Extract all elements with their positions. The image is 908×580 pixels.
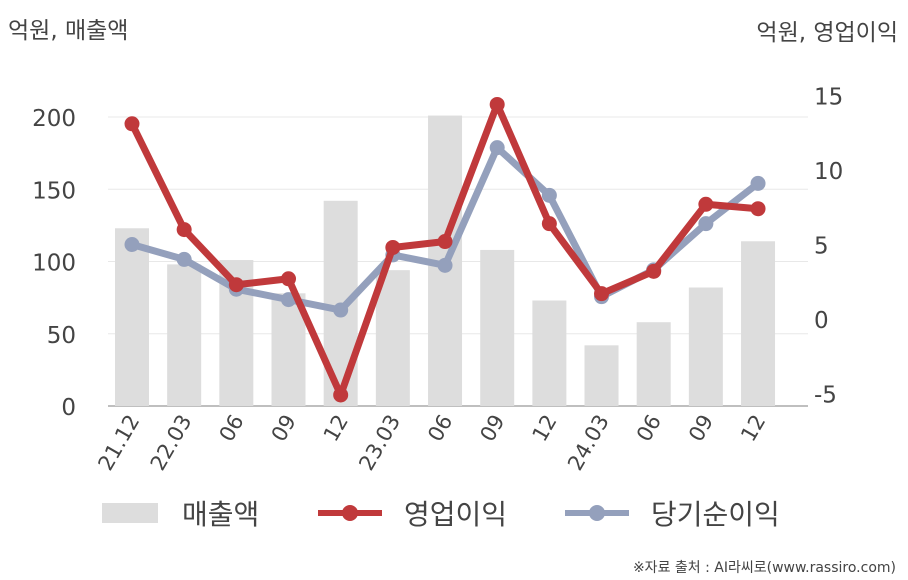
bar xyxy=(375,270,410,406)
data-point xyxy=(489,140,505,156)
x-tick-label: 09 xyxy=(475,411,509,446)
x-tick-label: 06 xyxy=(632,411,666,446)
data-point xyxy=(124,237,140,252)
bar xyxy=(636,322,671,406)
data-point xyxy=(594,286,610,302)
bar xyxy=(741,241,776,406)
data-point xyxy=(750,175,766,191)
right-tick-label: -5 xyxy=(814,383,837,409)
x-tick-label: 06 xyxy=(423,411,457,446)
data-point xyxy=(437,234,453,250)
right-axis-label: 억원, 영업이익 xyxy=(756,20,898,46)
x-tick-label: 12 xyxy=(528,411,562,446)
data-point xyxy=(437,257,453,273)
data-point xyxy=(333,302,349,318)
legend-label: 영업이익 xyxy=(404,498,507,531)
data-point xyxy=(698,196,714,212)
left-tick-label: 0 xyxy=(61,395,76,421)
left-tick-label: 100 xyxy=(32,251,76,277)
x-tick-label: 06 xyxy=(215,411,249,446)
left-axis-label: 억원, 매출액 xyxy=(8,18,128,44)
legend-swatch xyxy=(102,503,158,523)
x-tick-label: 23.03 xyxy=(354,411,405,475)
bar xyxy=(167,264,202,406)
bar xyxy=(584,345,619,406)
x-tick-label: 21.12 xyxy=(93,411,144,475)
data-point xyxy=(333,387,349,403)
left-tick-label: 200 xyxy=(32,106,76,132)
legend-marker xyxy=(589,505,605,521)
left-tick-label: 150 xyxy=(32,178,76,204)
data-point xyxy=(176,251,192,267)
data-point xyxy=(385,239,401,255)
bar xyxy=(532,300,567,406)
bar xyxy=(115,228,149,406)
data-point xyxy=(750,201,766,217)
data-point xyxy=(541,216,557,232)
right-tick-label: 5 xyxy=(814,234,829,260)
data-point xyxy=(176,222,192,238)
x-tick-label: 12 xyxy=(736,411,770,446)
source-note: ※자료 출처 : AI라씨로(www.rassiro.com) xyxy=(633,560,896,576)
data-point xyxy=(541,187,557,203)
x-tick-label: 22.03 xyxy=(146,411,197,475)
legend-label: 당기순이익 xyxy=(651,498,780,531)
bar xyxy=(480,249,515,406)
data-point xyxy=(698,216,714,232)
x-tick-label: 09 xyxy=(267,411,301,446)
data-point xyxy=(281,271,297,287)
right-tick-label: 15 xyxy=(814,85,843,111)
data-point xyxy=(489,96,505,112)
x-tick-label: 12 xyxy=(319,411,353,446)
data-point xyxy=(281,292,297,308)
x-tick-label: 24.03 xyxy=(563,411,614,475)
legend-marker xyxy=(342,505,358,521)
data-point xyxy=(124,116,140,132)
left-tick-label: 50 xyxy=(47,323,76,349)
legend-label: 매출액 xyxy=(182,498,259,531)
bar xyxy=(688,287,723,406)
right-tick-label: 10 xyxy=(814,159,843,185)
right-tick-label: 0 xyxy=(814,308,829,334)
x-tick-label: 09 xyxy=(684,411,718,446)
data-point xyxy=(646,263,662,279)
data-point xyxy=(228,277,244,293)
